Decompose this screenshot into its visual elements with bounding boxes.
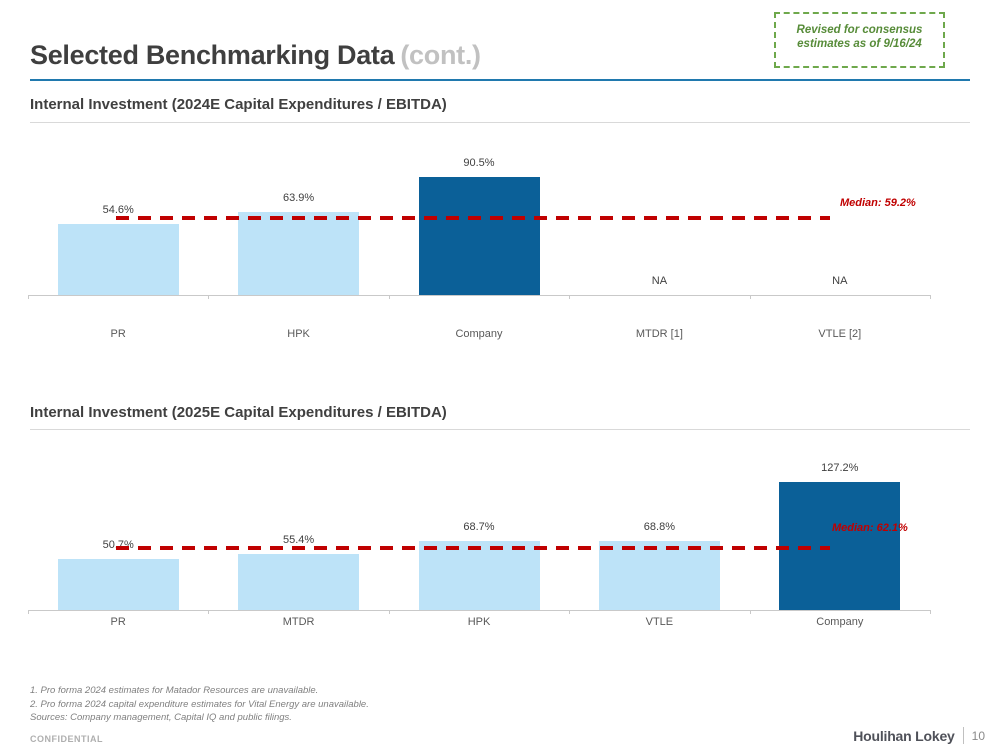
- axis-tick: [750, 295, 751, 299]
- bar-pr: [57, 559, 179, 610]
- bar-value-label: 90.5%: [463, 157, 495, 169]
- median-line: [116, 545, 830, 550]
- category-label: Company: [455, 328, 503, 340]
- houlihan-lokey-logo: Houlihan Lokey: [853, 727, 955, 744]
- revision-note-line2: estimates as of 9/16/24: [797, 38, 922, 50]
- axis-tick: [930, 610, 931, 614]
- bar-mtdr: [238, 554, 360, 610]
- axis-tick: [28, 610, 29, 614]
- chart-2024-capex-ebitda: 54.6% PR 63.9% HPK 90.5% Company NA MTDR [1] NA V…: [0, 140, 999, 355]
- footnote-2: 2. Pro forma 2024 capital expenditure es…: [30, 698, 369, 710]
- bar-value-label: 127.2%: [821, 462, 859, 474]
- axis-tick: [569, 610, 570, 614]
- bar-value-label: NA: [651, 275, 668, 287]
- axis-tick: [389, 295, 390, 299]
- axis-tick: [28, 295, 29, 299]
- revision-note-line1: Revised for consensus: [796, 24, 923, 36]
- category-label: VTLE [2]: [818, 328, 862, 340]
- bar-value-label: 55.4%: [282, 534, 315, 546]
- category-label: VTLE: [645, 616, 674, 628]
- footer-right: Houlihan Lokey 10: [853, 727, 985, 744]
- footer-divider: [962, 727, 964, 744]
- axis-tick: [750, 610, 751, 614]
- chart-2025-capex-ebitda: 50.7%PR55.4%MTDR68.7%HPK68.8%VTLE127.2%C…: [0, 440, 999, 655]
- page-title-cont: (cont.): [400, 40, 481, 70]
- median-line: [116, 215, 830, 220]
- axis-tick: [208, 610, 209, 614]
- section-rule-2025: [30, 429, 970, 430]
- page-number: 10: [971, 728, 985, 743]
- axis-tick: [389, 610, 390, 614]
- title-rule: [30, 79, 970, 81]
- bar-value-label: 68.8%: [643, 521, 675, 533]
- footnote-1: 1. Pro forma 2024 estimates for Matador …: [30, 685, 319, 696]
- category-label: HPK: [287, 328, 310, 340]
- revision-note-box: Revised for consensus estimates as of 9/…: [774, 12, 945, 68]
- median-label: Median: 59.2%: [840, 197, 916, 209]
- page-title: Selected Benchmarking Data (cont.): [30, 40, 481, 71]
- bar-value-label: 68.7%: [463, 521, 495, 533]
- footnotes: 1. Pro forma 2024 estimates for Matador …: [30, 684, 369, 725]
- axis-tick: [930, 295, 931, 299]
- category-label: PR: [110, 328, 126, 340]
- bar-value-label: 63.9%: [282, 192, 315, 204]
- section-title-2025: Internal Investment (2025E Capital Expen…: [30, 404, 447, 421]
- axis-tick: [569, 295, 570, 299]
- bar-value-label: 54.6%: [102, 204, 134, 216]
- median-label: Median: 62.1%: [832, 522, 908, 534]
- category-label: Company: [816, 616, 864, 628]
- bar-value-label: NA: [832, 275, 848, 287]
- bar-hpk: [418, 541, 540, 610]
- bar-hpk: [238, 212, 360, 295]
- category-label: HPK: [467, 616, 491, 628]
- bar-pr: [57, 224, 179, 295]
- confidential-label: CONFIDENTIAL: [30, 734, 103, 744]
- section-title-2024: Internal Investment (2024E Capital Expen…: [30, 96, 447, 113]
- category-label: MTDR: [282, 616, 315, 628]
- bar-company: [418, 177, 540, 295]
- footnote-sources: Sources: Company management, Capital IQ …: [30, 712, 292, 723]
- section-rule-2024: [30, 122, 970, 123]
- axis-line: [28, 610, 930, 611]
- page-title-main: Selected Benchmarking Data: [30, 40, 395, 70]
- axis-tick: [208, 295, 209, 299]
- category-label: PR: [110, 616, 126, 628]
- axis-line: [28, 295, 930, 296]
- category-label: MTDR [1]: [635, 328, 683, 340]
- bar-vtle: [598, 541, 720, 610]
